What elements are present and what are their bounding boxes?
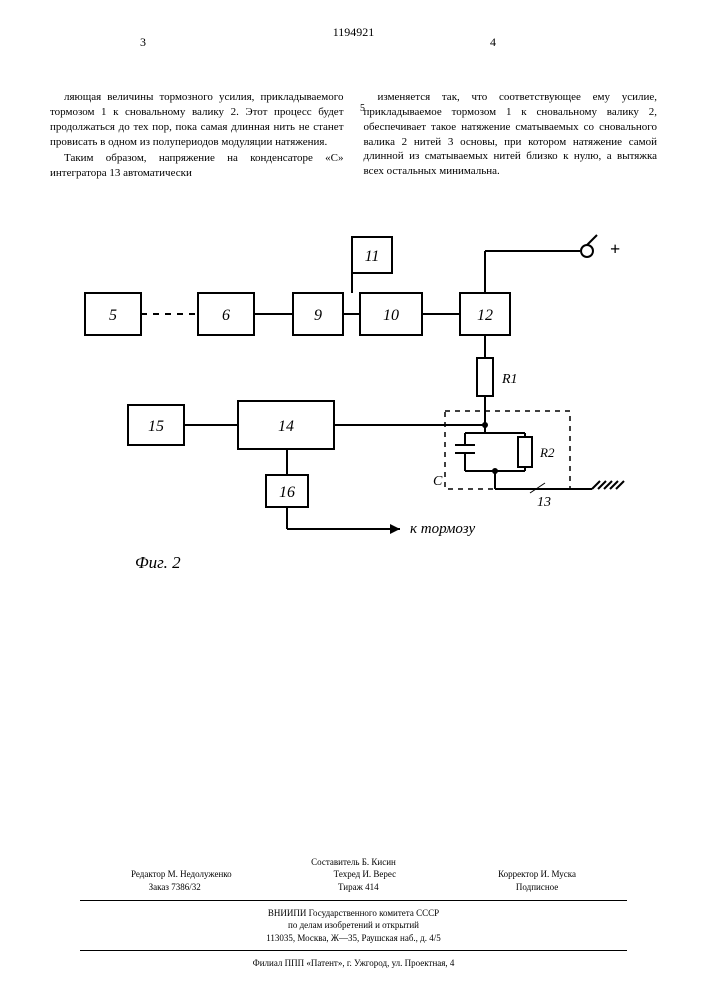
left-paragraph-2: Таким образом, напряжение на конденсатор…	[50, 151, 344, 181]
footer: Составитель Б. Кисин Редактор М. Недолуж…	[0, 856, 707, 970]
block-14-label: 14	[278, 418, 294, 435]
left-column: ляющая величины тормозного усилия, прикл…	[50, 90, 344, 183]
right-paragraph-1: изменяется так, что соответствующее ему …	[364, 90, 658, 179]
footer-composer: Составитель Б. Кисин	[311, 856, 396, 869]
terminal-plus	[581, 245, 593, 257]
footer-tech: Техред И. Верес	[334, 868, 396, 881]
right-column: изменяется так, что соответствующее ему …	[364, 90, 658, 183]
footer-org3: 113035, Москва, Ж—35, Раушская наб., д. …	[0, 932, 707, 945]
footer-subscription: Подписное	[516, 881, 558, 894]
block-10-label: 10	[383, 307, 399, 324]
footer-divider-1	[80, 900, 627, 901]
circuit-diagram: 5 6 9 10 11 12 15 14 16 +	[0, 213, 707, 593]
footer-org2: по делам изобретений и открытий	[0, 919, 707, 932]
footer-org4: Филиал ППП «Патент», г. Ужгород, ул. Про…	[0, 957, 707, 970]
block-6-label: 6	[222, 307, 230, 324]
footer-editor: Редактор М. Недолуженко	[131, 868, 232, 881]
block-5-label: 5	[109, 307, 117, 324]
footer-tirage: Тираж 414	[338, 881, 379, 894]
r1-label: R1	[501, 372, 518, 387]
footer-org1: ВНИИПИ Государственного комитета СССР	[0, 907, 707, 920]
text-columns: ляющая величины тормозного усилия, прикл…	[0, 40, 707, 183]
patent-number: 1194921	[0, 0, 707, 40]
left-paragraph-1: ляющая величины тормозного усилия, прикл…	[50, 90, 344, 149]
col-number-left: 3	[140, 35, 146, 50]
plus-label: +	[610, 239, 620, 259]
footer-corrector: Корректор И. Муска	[498, 868, 576, 881]
to-brake-label: к тормозу	[410, 521, 475, 537]
block-9-label: 9	[314, 307, 322, 324]
block-15-label: 15	[148, 418, 164, 435]
r2-label: R2	[539, 445, 555, 460]
block-12-label: 12	[477, 307, 493, 324]
line-number-5: 5	[360, 103, 365, 114]
figure-caption: Фиг. 2	[135, 553, 181, 572]
diagram: 5 6 9 10 11 12 15 14 16 +	[0, 213, 707, 593]
arrow-to-brake	[390, 524, 400, 534]
ref-13-label: 13	[537, 495, 551, 510]
footer-order: Заказ 7386/32	[149, 881, 201, 894]
block-16-label: 16	[279, 484, 295, 501]
resistor-r2	[518, 437, 532, 467]
c-label: С	[433, 474, 443, 489]
col-number-right: 4	[490, 35, 496, 50]
footer-divider-2	[80, 950, 627, 951]
resistor-r1	[477, 358, 493, 396]
terminal-tick	[587, 235, 597, 245]
block-11-label: 11	[365, 248, 380, 265]
